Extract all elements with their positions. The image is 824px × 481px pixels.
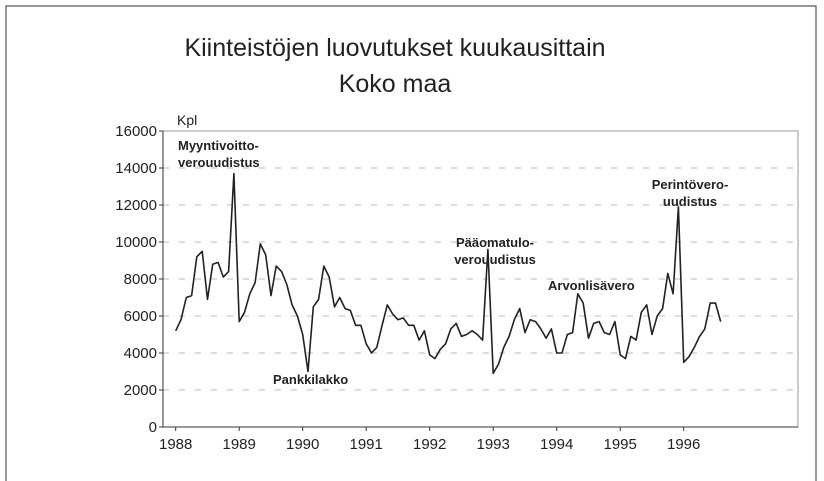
annotation: Pankkilakko: [273, 372, 348, 387]
chart-subtitle: Koko maa: [339, 70, 452, 98]
x-tick-label: 1995: [604, 436, 637, 453]
y-tick-label: 16000: [115, 123, 157, 140]
data-line: [174, 172, 722, 375]
annotation: Perintövero-: [652, 177, 729, 192]
annotation: Myyntivoitto-: [178, 138, 259, 153]
y-tick-label: 10000: [115, 234, 157, 251]
annotation: Arvonlisävero: [548, 278, 635, 293]
y-tick-label: 12000: [115, 197, 157, 214]
y-tick-label: 6000: [124, 308, 157, 325]
y-tick-label: 4000: [124, 345, 157, 362]
annotation: uudistus: [663, 194, 717, 209]
outer-frame: [5, 5, 817, 481]
chart-title: Kiinteistöjen luovutukset kuukausittain: [184, 34, 605, 62]
x-tick-label: 1991: [350, 436, 383, 453]
x-tick-label: 1990: [286, 436, 319, 453]
y-tick-label: 14000: [115, 160, 157, 177]
y-tick-label: 2000: [124, 382, 157, 399]
y-tick-label: 8000: [124, 271, 157, 288]
x-tick-label: 1988: [159, 436, 192, 453]
plot-frame: [162, 130, 799, 428]
x-tick-label: 1989: [223, 436, 256, 453]
x-tick-label: 1994: [540, 436, 573, 453]
y-axis-label: Kpl: [177, 112, 197, 128]
annotation: verouudistus: [454, 252, 536, 267]
annotation: verouudistus: [178, 155, 260, 170]
x-tick-label: 1993: [477, 436, 510, 453]
x-tick-label: 1992: [413, 436, 446, 453]
annotation: Pääomatulo-: [456, 235, 534, 250]
x-tick-label: 1996: [667, 436, 700, 453]
y-tick-label: 0: [149, 419, 157, 436]
